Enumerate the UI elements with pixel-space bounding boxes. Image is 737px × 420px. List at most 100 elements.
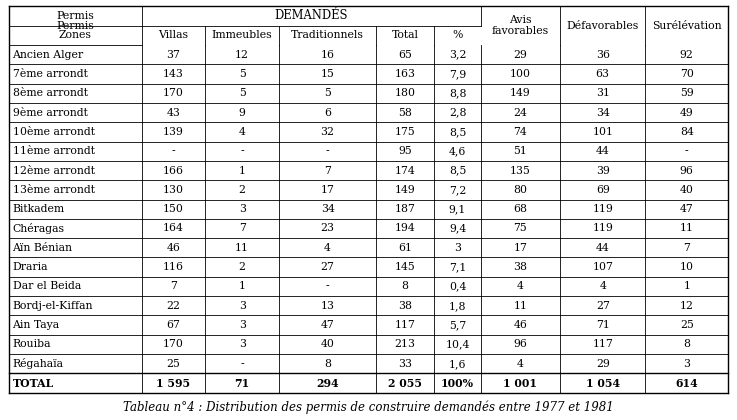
Text: 139: 139	[163, 127, 184, 137]
Text: 5,7: 5,7	[449, 320, 466, 330]
Text: Surélévation: Surélévation	[652, 21, 722, 31]
Text: 65: 65	[398, 50, 412, 60]
Text: 40: 40	[321, 339, 335, 349]
Text: 145: 145	[394, 262, 415, 272]
Text: 1: 1	[683, 281, 691, 291]
Text: 10,4: 10,4	[445, 339, 469, 349]
Text: Ancien Alger: Ancien Alger	[13, 50, 84, 60]
Text: 11: 11	[235, 243, 249, 253]
Text: 74: 74	[514, 127, 528, 137]
Text: 10ème arrondt: 10ème arrondt	[13, 127, 94, 137]
Text: 194: 194	[394, 223, 415, 234]
Text: Dar el Beida: Dar el Beida	[13, 281, 81, 291]
Text: 7,9: 7,9	[449, 69, 466, 79]
Text: 166: 166	[163, 165, 184, 176]
Text: 36: 36	[595, 50, 609, 60]
Text: Avis
favorables: Avis favorables	[492, 15, 549, 37]
Text: 2 055: 2 055	[388, 378, 422, 388]
Text: 27: 27	[595, 301, 609, 311]
Text: 119: 119	[593, 204, 613, 214]
Text: 163: 163	[394, 69, 416, 79]
Text: -: -	[240, 146, 244, 156]
Text: 11: 11	[680, 223, 694, 234]
Text: 27: 27	[321, 262, 335, 272]
Text: 8,5: 8,5	[449, 127, 467, 137]
Text: Bordj-el-Kiffan: Bordj-el-Kiffan	[13, 301, 93, 311]
Text: 38: 38	[514, 262, 528, 272]
Text: 1: 1	[239, 165, 245, 176]
Text: 107: 107	[593, 262, 613, 272]
Text: Défavorables: Défavorables	[567, 21, 639, 31]
Text: 51: 51	[514, 146, 528, 156]
Text: 9,1: 9,1	[449, 204, 467, 214]
Text: 96: 96	[514, 339, 528, 349]
Text: 4: 4	[239, 127, 245, 137]
Text: 2: 2	[239, 262, 245, 272]
Text: Zones: Zones	[59, 30, 92, 40]
Text: 47: 47	[680, 204, 694, 214]
Text: 174: 174	[394, 165, 415, 176]
Text: 1: 1	[239, 281, 245, 291]
Text: 0,4: 0,4	[449, 281, 467, 291]
Text: 101: 101	[593, 127, 613, 137]
Text: 149: 149	[394, 185, 415, 195]
Text: 11ème arrondt: 11ème arrondt	[13, 146, 94, 156]
Text: 175: 175	[394, 127, 415, 137]
Text: 46: 46	[167, 243, 181, 253]
Text: 9: 9	[239, 108, 245, 118]
Text: 7: 7	[170, 281, 177, 291]
Text: 38: 38	[398, 301, 412, 311]
Text: Permis: Permis	[57, 11, 94, 21]
Text: 4: 4	[599, 281, 606, 291]
Text: 1,8: 1,8	[449, 301, 467, 311]
Text: 187: 187	[394, 204, 416, 214]
Text: 16: 16	[321, 50, 335, 60]
Text: 32: 32	[321, 127, 335, 137]
Text: 17: 17	[321, 185, 335, 195]
Text: Bitkadem: Bitkadem	[13, 204, 65, 214]
Text: 3: 3	[239, 339, 245, 349]
Text: 143: 143	[163, 69, 184, 79]
Text: 3: 3	[239, 204, 245, 214]
Text: DEMANDÉS: DEMANDÉS	[275, 10, 348, 22]
Text: 6: 6	[324, 108, 331, 118]
Text: Rouiba: Rouiba	[13, 339, 51, 349]
Text: 3: 3	[454, 243, 461, 253]
Text: 75: 75	[514, 223, 528, 234]
Text: Régahaïa: Régahaïa	[13, 358, 63, 369]
Text: 130: 130	[163, 185, 184, 195]
Text: 5: 5	[239, 88, 245, 98]
Text: -: -	[172, 146, 175, 156]
Text: 13: 13	[321, 301, 335, 311]
Text: 7,1: 7,1	[449, 262, 467, 272]
Text: -: -	[240, 359, 244, 369]
Text: 22: 22	[167, 301, 181, 311]
Text: %: %	[453, 30, 463, 40]
Text: 63: 63	[595, 69, 609, 79]
Text: 24: 24	[514, 108, 528, 118]
Text: 12: 12	[680, 301, 694, 311]
Text: 116: 116	[163, 262, 184, 272]
Text: Ain Taya: Ain Taya	[13, 320, 60, 330]
Text: 4: 4	[517, 281, 524, 291]
Text: 7: 7	[239, 223, 245, 234]
Text: 58: 58	[398, 108, 412, 118]
Text: 1 001: 1 001	[503, 378, 537, 388]
Text: Total: Total	[391, 30, 419, 40]
Text: 9ème arrondt: 9ème arrondt	[13, 108, 88, 118]
Text: 96: 96	[680, 165, 694, 176]
Text: 213: 213	[394, 339, 416, 349]
Text: -: -	[326, 281, 329, 291]
Text: 43: 43	[167, 108, 181, 118]
Text: 149: 149	[510, 88, 531, 98]
Text: 100%: 100%	[441, 378, 474, 388]
Text: 180: 180	[394, 88, 416, 98]
Text: 9,4: 9,4	[449, 223, 466, 234]
Text: 25: 25	[680, 320, 694, 330]
Text: 46: 46	[514, 320, 528, 330]
Text: 1 054: 1 054	[586, 378, 620, 388]
Text: 44: 44	[595, 243, 609, 253]
Text: 47: 47	[321, 320, 335, 330]
Text: 8,5: 8,5	[449, 165, 467, 176]
Text: 31: 31	[595, 88, 609, 98]
